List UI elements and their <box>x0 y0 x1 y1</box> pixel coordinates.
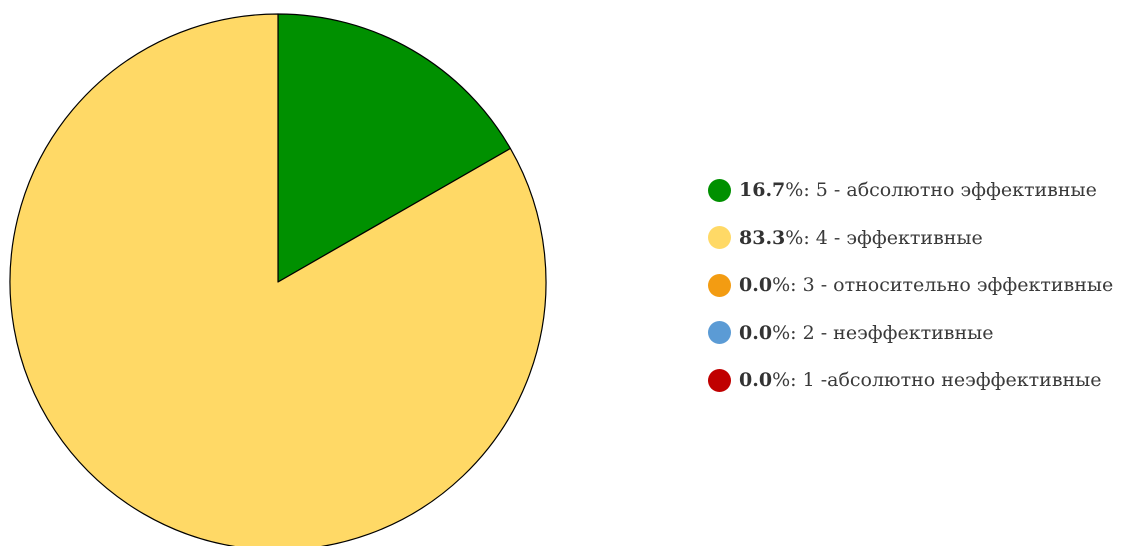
legend-separator: : <box>803 179 816 201</box>
legend-item-4: 0.0%: 2 - неэффективные <box>708 321 1113 345</box>
legend-separator: : <box>790 369 803 391</box>
legend-label: 3 - относительно эффективные <box>802 274 1114 296</box>
legend-unit: % <box>772 274 791 296</box>
legend-value: 83.3 <box>739 226 786 249</box>
legend-item-3: 0.0%: 3 - относительно эффективные <box>708 273 1113 297</box>
legend-value: 0.0 <box>739 274 773 296</box>
pie-slice-1 <box>277 13 511 283</box>
legend-separator: : <box>790 321 803 344</box>
legend-swatch <box>708 321 731 344</box>
legend-item-5: 0.0%: 1 -абсолютно неэффективные <box>708 368 1113 392</box>
legend-value: 16.7 <box>739 179 786 201</box>
legend-label: 2 - неэффективные <box>802 321 994 344</box>
legend-swatch <box>708 226 731 249</box>
legend-label: 1 -абсолютно неэффективные <box>802 369 1102 391</box>
pie-slice-2 <box>9 13 547 546</box>
legend: 16.7%: 5 - абсолютно эффективные 83.3%: 4… <box>708 178 1113 416</box>
legend-separator: : <box>790 274 803 296</box>
legend-swatch <box>708 178 731 202</box>
legend-value: 0.0 <box>739 321 773 344</box>
legend-item-1: 16.7%: 5 - абсолютно эффективные <box>708 178 1113 202</box>
legend-label: 5 - абсолютно эффективные <box>815 179 1097 201</box>
legend-swatch <box>708 273 731 297</box>
legend-unit: % <box>785 179 804 201</box>
legend-unit: % <box>772 369 791 391</box>
legend-swatch <box>708 368 731 392</box>
legend-separator: : <box>803 226 816 249</box>
legend-unit: % <box>785 226 804 249</box>
pie-chart <box>9 13 547 546</box>
legend-item-2: 83.3%: 4 - эффективные <box>708 226 1113 250</box>
legend-unit: % <box>772 321 791 344</box>
legend-value: 0.0 <box>739 369 773 391</box>
legend-label: 4 - эффективные <box>815 226 983 249</box>
